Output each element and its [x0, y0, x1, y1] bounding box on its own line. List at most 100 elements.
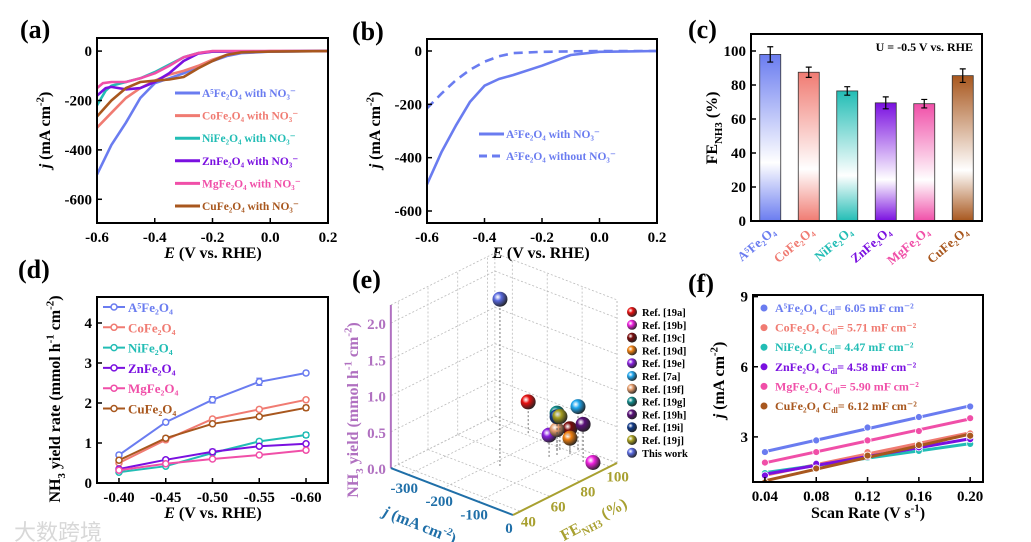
legend-label: Ref. [19i]: [642, 423, 683, 434]
bar-cofe-o: [797, 71, 820, 222]
legend-marker: [760, 343, 768, 351]
legend-label: CoFe₂O₄ Cdl= 5.71 mF cm⁻²: [775, 321, 917, 337]
legend-marker: [110, 323, 118, 332]
y-tick-label: 2: [85, 396, 93, 412]
y-tick-label: -400: [65, 143, 93, 159]
y-axis-title: j (mA cm-2): [708, 342, 728, 422]
y-tick-label: -600: [65, 192, 93, 208]
y-tick-label: 9: [741, 290, 749, 306]
y-tick-label: 60: [731, 112, 746, 128]
bar-mgfe-o: [913, 103, 936, 222]
grid-line: [390, 270, 496, 324]
panel-label: (a): [20, 15, 50, 44]
grid-line: [390, 306, 496, 360]
legend-subscript: dl: [831, 406, 838, 415]
legend-label: Ref. [19b]: [642, 321, 686, 332]
data-point: [208, 420, 217, 428]
label-segment: yield (mmol h: [345, 370, 362, 468]
legend-value: = 5.71 mF cm⁻²: [837, 321, 916, 335]
grid-line: [427, 449, 551, 497]
label-segment: -1: [342, 361, 354, 370]
legend-label: CoFe₂O₄ with NO₃⁻: [202, 111, 298, 123]
x-tick-label: -0.40: [103, 490, 134, 506]
data-point: [115, 466, 123, 474]
legend-marker: [627, 447, 637, 458]
data-point: [863, 436, 872, 445]
x-category-label: NiFe₂O₄: [811, 224, 855, 264]
legend-label: A⁵Fe₂O₄ with NO₃⁻: [202, 88, 296, 100]
data-point-ref-19j: [552, 409, 568, 425]
legend-name: MgFe₂O₄ C: [775, 379, 833, 393]
y-tick-label: 80: [580, 485, 595, 501]
x-tick-label: -0.4: [143, 230, 167, 246]
legend-marker: [627, 307, 637, 317]
panel-label: (d): [18, 255, 50, 284]
y-tick-label: 6: [741, 360, 749, 376]
y-tick-label: -600: [395, 204, 423, 220]
x-tick-label: 0.08: [803, 489, 829, 505]
grid-line: [494, 415, 618, 464]
legend-marker: [760, 324, 768, 332]
legend-marker: [760, 382, 768, 390]
legend-subscript: dl: [828, 308, 835, 317]
legend-label: MgFe₂O₄ with NO₃⁻: [202, 178, 301, 190]
label-segment: E: [163, 505, 175, 522]
data-point: [863, 423, 872, 432]
legend-name: NiFe₂O₄ C: [775, 340, 828, 354]
data-point: [302, 431, 310, 439]
data-point: [115, 456, 123, 464]
bar-znfe-o: [874, 102, 897, 222]
label-segment: ): [447, 530, 458, 542]
x-tick-label: -100: [460, 508, 488, 524]
legend-marker: [627, 383, 637, 394]
label-segment: yield rate (mmol h: [47, 343, 64, 473]
x-tick-label: 0.20: [957, 489, 983, 505]
label-segment: cm: [47, 309, 64, 334]
data-point: [255, 412, 264, 421]
label-segment: ): [711, 342, 728, 347]
legend-label: A⁵Fe₂O₄ without NO₃⁻: [506, 151, 616, 163]
watermark: 大数跨境: [14, 521, 102, 542]
label-segment: (V vs. RHE): [175, 505, 262, 522]
j-axis: [390, 467, 514, 516]
data-point: [914, 413, 923, 421]
legend-label: A⁵Fe₂O₄ with NO₃⁻: [506, 129, 600, 141]
data-point: [863, 451, 872, 460]
y-tick-label: -200: [65, 93, 93, 109]
legend-marker: [110, 384, 118, 392]
wall-edge: [494, 252, 618, 301]
label-segment: -2: [364, 97, 376, 106]
error-bar: [844, 86, 851, 96]
label-segment: NH3: [713, 122, 725, 144]
z-tick-label: 1.5: [367, 353, 386, 369]
legend-marker: [110, 364, 118, 372]
legend-marker: [627, 422, 637, 433]
label-segment: (V vs. RHE): [503, 245, 590, 262]
data-point: [161, 434, 170, 442]
grid-line: [494, 270, 618, 319]
label-segment: (%): [595, 495, 630, 524]
legend-marker: [627, 371, 637, 381]
label-segment: j: [37, 163, 54, 171]
legend-label: Ref. [19j]: [642, 436, 684, 447]
y-tick-label: 100: [606, 470, 629, 486]
legend-label: Ref. [19c]: [642, 334, 685, 345]
label-segment: -2: [342, 328, 354, 337]
x-tick-label: 0.04: [752, 489, 779, 505]
x-tick-label: -0.6: [415, 230, 439, 246]
series-a-fe-o: [115, 369, 310, 459]
label-segment: ): [920, 505, 925, 522]
z-tick-label: 0.0: [367, 462, 386, 478]
legend-label: CoFe₂O₄: [128, 320, 176, 335]
label-segment: -2: [44, 301, 56, 310]
legend-label: CuFe₂O₄ with NO₃⁻: [202, 201, 299, 213]
label-segment: Scan Rate (V s: [811, 505, 911, 522]
legend-value: = 6.05 mF cm⁻²: [835, 301, 914, 315]
x-category-label: MgFe₂O₄: [884, 224, 932, 268]
data-point: [812, 464, 821, 473]
panel-d-yield-rate-chart: A⁵Fe₂O₄ CoFe₂O₄ NiFe₂O₄ ZnFe₂O₄ MgFe₂O₄ CuFe₂…: [18, 255, 329, 522]
data-point: [966, 402, 975, 411]
legend-label: CuFe₂O₄: [128, 402, 176, 417]
legend-label: Ref. [19d]: [642, 346, 686, 357]
data-point-this-work: [492, 291, 508, 307]
